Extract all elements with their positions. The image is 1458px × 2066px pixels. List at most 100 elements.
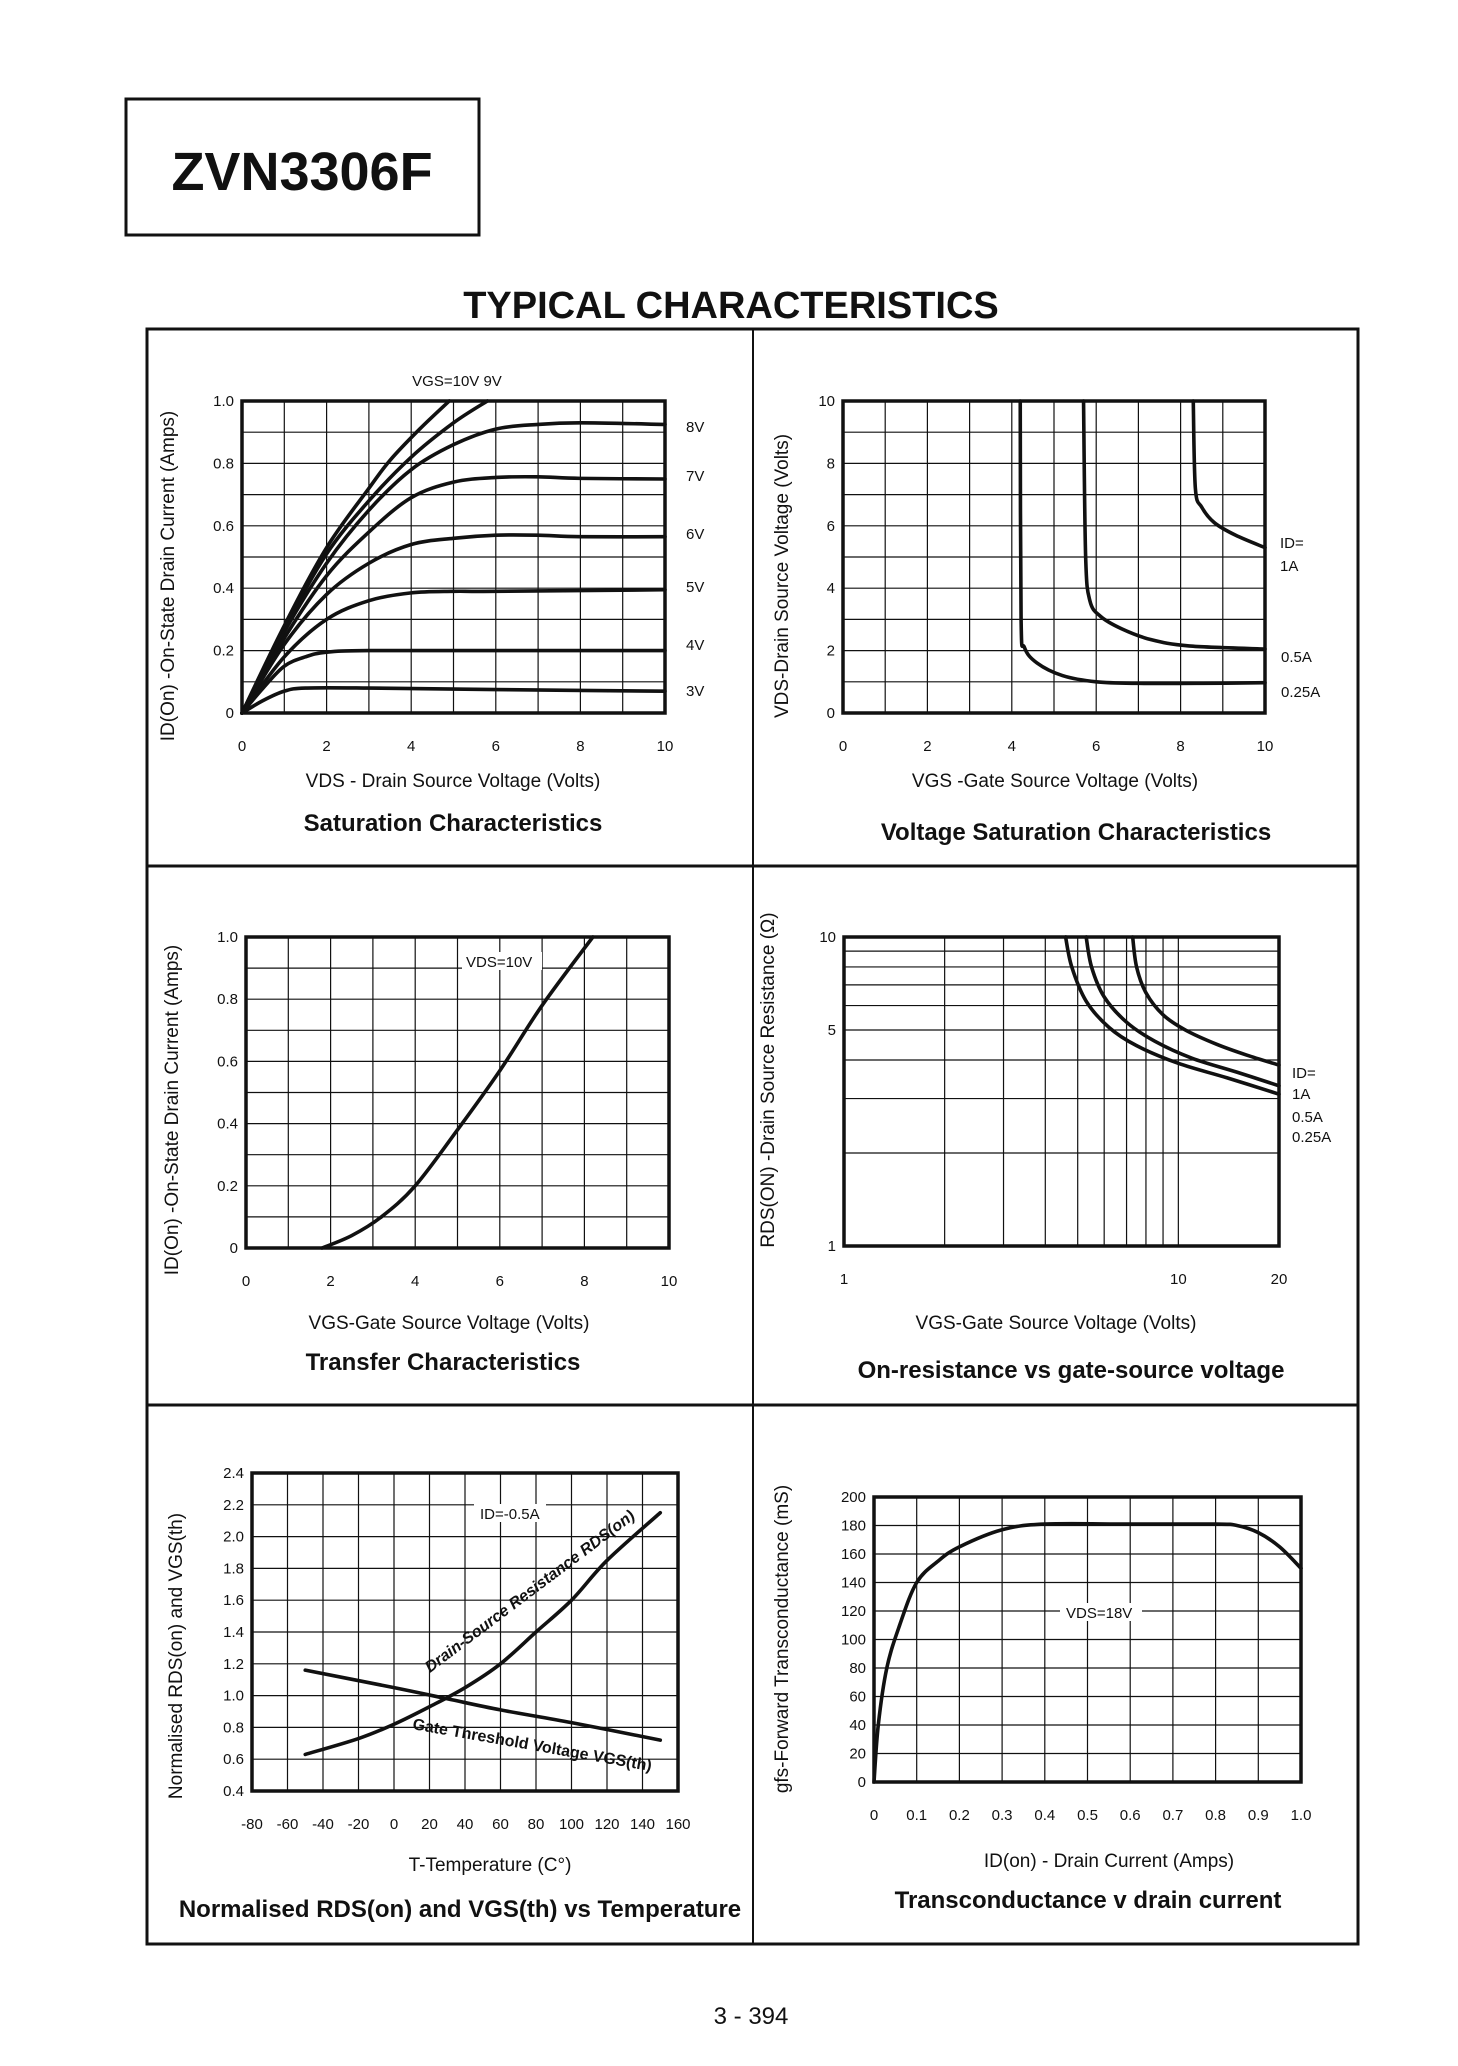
- chart1-ytick-label: 0: [226, 705, 234, 722]
- chart6-vds-label: VDS=18V: [1066, 1605, 1132, 1622]
- chart5-xtick-label: 0: [390, 1816, 398, 1833]
- chart6-xtick-label: 0.4: [1034, 1807, 1055, 1824]
- chart5-plot-border: [250, 1471, 680, 1793]
- chart4-label-0.5a: 0.5A: [1292, 1109, 1323, 1126]
- chart2-series-line-0.25a: [1018, 399, 1267, 686]
- chart5-xtick-label: -80: [241, 1816, 263, 1833]
- chart3-xtick-label: 4: [411, 1273, 419, 1290]
- chart2-ylabel: VDS-Drain Source Voltage (Volts): [772, 434, 793, 718]
- chart1-xtick-label: 0: [238, 738, 246, 755]
- chart3-xlabel: VGS-Gate Source Voltage (Volts): [309, 1313, 590, 1334]
- chart1-vgs-label: VGS=10V 9V: [412, 373, 502, 390]
- chart1-label-5v: 5V: [686, 579, 704, 596]
- chart6-ytick-label: 160: [841, 1546, 866, 1563]
- chart6-xtick-label: 0.6: [1120, 1807, 1141, 1824]
- chart1-label-3v: 3V: [686, 683, 704, 700]
- chart4-ytick-label: 10: [819, 929, 836, 946]
- chart6-ytick-label: 20: [849, 1746, 866, 1763]
- chart3-ytick-label: 0: [230, 1240, 238, 1257]
- chart6-xtick-label: 0.3: [992, 1807, 1013, 1824]
- chart4-xlabel: VGS-Gate Source Voltage (Volts): [916, 1313, 1197, 1334]
- chart6-series-line-curve: [872, 1521, 1303, 1784]
- chart2-id-label: ID=: [1280, 535, 1304, 552]
- chart1-series-line-6v: [240, 533, 667, 715]
- chart6-ytick-label: 100: [841, 1632, 866, 1649]
- chart2-ytick-label: 10: [818, 393, 835, 410]
- chart1-title: Saturation Characteristics: [304, 810, 603, 837]
- chart5-label-bg: [474, 1504, 546, 1522]
- chart3-ytick-label: 0.2: [217, 1178, 238, 1195]
- chart4-series-line-0.5a: [1084, 935, 1281, 1088]
- chart4-title: On-resistance vs gate-source voltage: [858, 1357, 1285, 1384]
- chart5-ylabel: Normalised RDS(on) and VGS(th): [166, 1513, 187, 1799]
- chart6-xtick-label: 0.5: [1077, 1807, 1098, 1824]
- chart4-xtick-label: 10: [1170, 1271, 1187, 1288]
- chart1-label-4v: 4V: [686, 637, 704, 654]
- chart5-series-line-drain-source-resistance-rds-on-: [303, 1510, 663, 1757]
- chart2-ytick-label: 4: [827, 580, 835, 597]
- part-number-box: [124, 97, 481, 237]
- chart2-ytick-label: 2: [827, 643, 835, 660]
- chart1-ytick-label: 0.6: [213, 518, 234, 535]
- chart6-ytick-label: 60: [849, 1689, 866, 1706]
- chart2-xtick-label: 2: [923, 738, 931, 755]
- chart6-ytick-label: 180: [841, 1518, 866, 1535]
- chart5-ytick-label: 2.2: [223, 1497, 244, 1514]
- chart5-xtick-label: 120: [594, 1816, 619, 1833]
- chart6-ytick-label: 80: [849, 1660, 866, 1677]
- chart6-label-bg: [1060, 1603, 1142, 1621]
- chart5-ytick-label: 0.8: [223, 1719, 244, 1736]
- chart1-ytick-label: 0.8: [213, 455, 234, 472]
- part-number: ZVN3306F: [171, 142, 432, 202]
- chart5-title: Normalised RDS(on) and VGS(th) vs Temper…: [179, 1896, 741, 1923]
- chart2-xtick-label: 0: [839, 738, 847, 755]
- chart3-xtick-label: 6: [496, 1273, 504, 1290]
- chart6-xtick-label: 0.7: [1162, 1807, 1183, 1824]
- chart5-xtick-label: 80: [528, 1816, 545, 1833]
- chart4-plot-border: [842, 935, 1281, 1248]
- chart4-label-1a: 1A: [1292, 1086, 1310, 1103]
- chart5-ytick-label: 2.0: [223, 1529, 244, 1546]
- chart2-xtick-label: 8: [1176, 738, 1184, 755]
- chart5-vgs-curve-label: Gate Threshold Voltage VGS(th): [411, 1716, 653, 1775]
- chart4-series-line-1a: [1130, 935, 1281, 1067]
- chart5-id-label: ID=-0.5A: [480, 1506, 540, 1523]
- chart5-xtick-label: 40: [457, 1816, 474, 1833]
- chart3-ytick-label: 1.0: [217, 929, 238, 946]
- chart1-xlabel: VDS - Drain Source Voltage (Volts): [306, 771, 601, 792]
- chart1-xtick-label: 8: [576, 738, 584, 755]
- chart5-xtick-label: 140: [630, 1816, 655, 1833]
- chart1-series-line-5v: [240, 587, 667, 715]
- chart3-vds-label: VDS=10V: [466, 954, 532, 971]
- chart1-series-line-8v: [240, 421, 667, 715]
- chart4-series-line-0.25a: [1063, 935, 1281, 1096]
- chart5-ytick-label: 1.0: [223, 1688, 244, 1705]
- chart1-label-8v: 8V: [686, 419, 704, 436]
- chart6-ytick-label: 200: [841, 1489, 866, 1506]
- chart6-ytick-label: 140: [841, 1575, 866, 1592]
- chart2-ytick-label: 8: [827, 455, 835, 472]
- chart1-xtick-label: 6: [492, 738, 500, 755]
- chart1-label-6v: 6V: [686, 526, 704, 543]
- chart2-series-line-1a: [1191, 399, 1267, 550]
- chart3-label-bg: [462, 952, 542, 970]
- chart1-ytick-label: 0.4: [213, 580, 234, 597]
- chart5-ytick-label: 1.4: [223, 1624, 244, 1641]
- chart1-series-line-3v: [240, 685, 667, 715]
- chart2-label-0.5a: 0.5A: [1281, 649, 1312, 666]
- chart3-plot-border: [244, 935, 671, 1250]
- chart5-xtick-label: 100: [559, 1816, 584, 1833]
- chart1-plot-border: [240, 399, 667, 715]
- chart5-ytick-label: 0.4: [223, 1783, 244, 1800]
- chart2-ytick-label: 0: [827, 705, 835, 722]
- chart3-ytick-label: 0.8: [217, 991, 238, 1008]
- page-number: 3 - 394: [714, 2003, 789, 2030]
- chart1-series-line-4v: [240, 648, 667, 715]
- chart4-ytick-label: 1: [828, 1238, 836, 1255]
- chart6-ytick-label: 40: [849, 1717, 866, 1734]
- chart6-plot-border: [872, 1495, 1303, 1784]
- chart1-series-line-7v: [240, 474, 667, 715]
- chart6-xtick-label: 0.9: [1248, 1807, 1269, 1824]
- chart2-xlabel: VGS -Gate Source Voltage (Volts): [912, 771, 1198, 792]
